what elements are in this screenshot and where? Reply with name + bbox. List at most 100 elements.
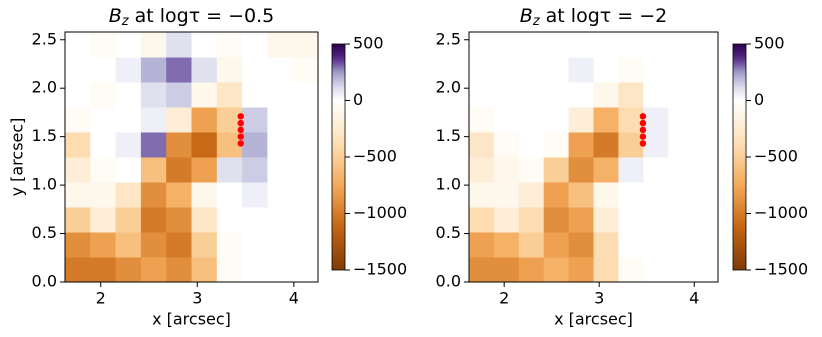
heatmap-cell [65, 32, 91, 58]
colorbar-tick-label: 0 [353, 90, 363, 109]
heatmap-cell [543, 157, 570, 183]
heatmap-cell [668, 82, 694, 108]
heatmap-cell [493, 232, 520, 258]
heatmap-cell [191, 207, 218, 233]
heatmap-cell [518, 182, 545, 208]
heatmap-cell [568, 232, 594, 258]
colorbar-tick-label: −1500 [353, 260, 407, 279]
y-tick-label: 1.5 [436, 126, 461, 145]
heatmap-cell [292, 157, 319, 183]
heatmap-cell [216, 207, 243, 233]
heatmap-cell [216, 82, 243, 108]
heatmap-cell [90, 107, 117, 133]
heatmap-cell [593, 132, 619, 158]
heatmap-cell [267, 207, 294, 233]
heatmap-cell [191, 82, 218, 108]
heatmap-cell [593, 157, 619, 183]
heatmap-cell [693, 157, 719, 183]
x-axis-label: x [arcsec] [152, 310, 231, 329]
title-symbol: B [520, 5, 533, 27]
heatmap-cell [493, 107, 520, 133]
heatmap-cell [693, 257, 719, 283]
heatmap-cell [216, 232, 243, 258]
heatmap-cell [543, 107, 570, 133]
heatmap-cell [618, 232, 644, 258]
marker-point [639, 133, 647, 140]
heatmap-cell [693, 232, 719, 258]
heatmap-cell [543, 257, 570, 283]
heatmap-cell [518, 82, 545, 108]
chart-title: Bz at logτ = −0.5 [109, 5, 275, 29]
heatmap-cell [140, 207, 167, 233]
heatmap-cell [618, 82, 644, 108]
heatmap-cell [115, 82, 142, 108]
heatmap-cell [115, 32, 142, 58]
heatmap-cell [693, 57, 719, 83]
y-axis-label: y [arcsec] [8, 118, 27, 197]
heatmap-cell [267, 82, 294, 108]
heatmap-cell [191, 232, 218, 258]
heatmap-cell [115, 57, 142, 83]
heatmap-cell [65, 207, 91, 233]
plot-frame [468, 31, 719, 283]
colorbar-tick-label: 500 [754, 34, 785, 53]
heatmap-cell [543, 207, 570, 233]
heatmap-cell [115, 232, 142, 258]
heatmap-cell [593, 82, 619, 108]
heatmap-cell [568, 207, 594, 233]
heatmap-cell [668, 207, 694, 233]
heatmap-cell [568, 82, 594, 108]
heatmap-cell [643, 57, 669, 83]
heatmap-cell [668, 232, 694, 258]
y-tick-label: 0.5 [436, 223, 461, 242]
heatmap-cell [140, 232, 167, 258]
heatmap-cell [643, 257, 669, 283]
heatmap-cell [242, 57, 268, 83]
heatmap-cell [518, 107, 545, 133]
heatmap-cell [518, 57, 545, 83]
marker-point [639, 119, 647, 127]
heatmap-cell [191, 157, 218, 183]
colorbar-tick-label: −500 [353, 147, 397, 166]
x-tick-label: 4 [289, 289, 299, 308]
heatmap-cell [643, 207, 669, 233]
heatmap-cell [267, 157, 294, 183]
heatmap-cell [469, 32, 495, 58]
heatmap-cell [593, 257, 619, 283]
colorbar-tick-label: 0 [754, 90, 764, 109]
colorbar-tick-label: −1000 [353, 203, 407, 222]
heatmap-cell [568, 57, 594, 83]
heatmap-cell [518, 32, 545, 58]
heatmap-cell [166, 107, 192, 133]
heatmap-cell [65, 257, 91, 283]
plot-frame [64, 31, 319, 283]
heatmap-cell [216, 57, 243, 83]
title-text: at logτ = −0.5 [135, 5, 275, 27]
heatmap-cell [267, 57, 294, 83]
heatmap-cell [216, 257, 243, 283]
heatmap-cell [693, 132, 719, 158]
heatmap-cell [166, 232, 192, 258]
heatmap-cell [469, 107, 495, 133]
heatmap-cell [469, 132, 495, 158]
y-tick-label: 2.5 [436, 29, 461, 48]
heatmap-cell [568, 157, 594, 183]
title-symbol: B [109, 5, 122, 27]
heatmap-cell [65, 132, 91, 158]
heatmap-cell [90, 132, 117, 158]
x-tick-label: 3 [594, 289, 604, 308]
heatmap-cell [242, 257, 268, 283]
colorbar-tick-label: −1500 [754, 260, 808, 279]
heatmap-cell [693, 182, 719, 208]
heatmap-cell [469, 257, 495, 283]
marker-point [639, 140, 647, 147]
heatmap-cell [90, 57, 117, 83]
marker-point [237, 126, 244, 134]
heatmap-cell [518, 232, 545, 258]
heatmap-cell [115, 107, 142, 133]
y-tick-label: 1.5 [32, 126, 57, 145]
x-tick-label: 3 [192, 289, 202, 308]
marker-point [237, 140, 244, 147]
heatmap-cell [115, 182, 142, 208]
y-tick-label: 2.0 [436, 78, 461, 97]
